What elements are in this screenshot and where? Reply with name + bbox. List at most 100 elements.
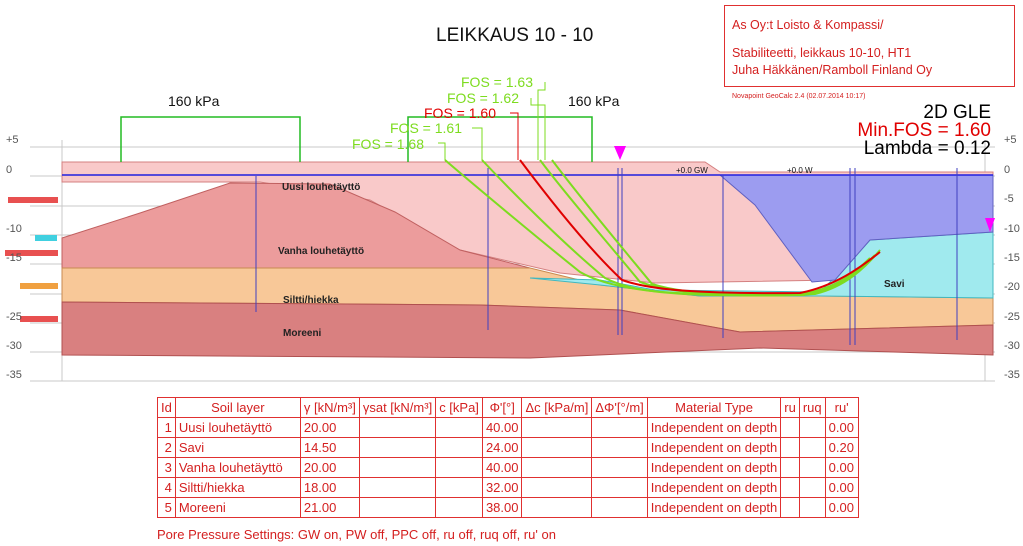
- cell-soil-layer: Uusi louhetäyttö: [174, 417, 301, 438]
- project-info-box: As Oy:t Loisto & Kompassi/ Stabiliteetti…: [724, 5, 1015, 87]
- cell-gammasat: [358, 437, 437, 458]
- cell-ruq: [798, 477, 826, 498]
- table-row: 4 Siltti/hiekka 18.00 32.00 Independent …: [157, 477, 859, 498]
- soil-parameters-table: Id Soil layer γ [kN/m³] γsat [kN/m³] c […: [157, 397, 859, 518]
- cell-ru: [780, 457, 800, 478]
- cell-gammasat: [358, 497, 437, 518]
- cell-ruq: [798, 417, 826, 438]
- min-fos-label: Min.FOS = 1.60: [857, 120, 991, 141]
- tick-left-0: +5: [6, 134, 19, 146]
- table-header-row: Id Soil layer γ [kN/m³] γsat [kN/m³] c […: [157, 397, 859, 418]
- load-label-right: 160 kPa: [568, 93, 620, 109]
- cell-ru: [780, 477, 800, 498]
- cell-ru: [780, 437, 800, 458]
- tick-left-6: -25: [6, 311, 22, 323]
- soil-table-container: Id Soil layer γ [kN/m³] γsat [kN/m³] c […: [157, 397, 859, 518]
- cell-ru-prime: 0.20: [824, 437, 859, 458]
- cell-soil-layer: Moreeni: [174, 497, 301, 518]
- tick-right-6: -25: [1004, 311, 1020, 323]
- layer-label-vanha: Vanha louhetäyttö: [278, 246, 364, 257]
- fos-leaders: [438, 82, 546, 160]
- cell-ru: [780, 497, 800, 518]
- fos-label-1-68: FOS = 1.68: [352, 136, 424, 152]
- cell-gamma: 21.00: [299, 497, 360, 518]
- slip-surface-fos-1-63: [551, 159, 881, 297]
- cell-phi: 38.00: [481, 497, 523, 518]
- cell-id: 2: [157, 437, 176, 458]
- table-header: Id: [157, 397, 176, 418]
- layer-label-savi: Savi: [884, 279, 905, 290]
- table-header: ru: [780, 397, 800, 418]
- boreholes: [255, 168, 958, 345]
- cell-ru: [780, 417, 800, 438]
- cell-dphi: [591, 477, 648, 498]
- author: Juha Häkkänen/Ramboll Finland Oy: [732, 63, 933, 77]
- table-header: ru': [824, 397, 859, 418]
- cell-ruq: [798, 497, 826, 518]
- cell-c: [435, 417, 483, 438]
- cell-c: [435, 497, 483, 518]
- load-label-left: 160 kPa: [168, 93, 220, 109]
- gw-label: +0.0 GW: [676, 166, 708, 175]
- layer-label-siltti: Siltti/hiekka: [283, 295, 339, 306]
- cell-dc: [521, 417, 593, 438]
- cell-gamma: 14.50: [299, 437, 360, 458]
- cell-phi: 40.00: [481, 457, 523, 478]
- cell-id: 4: [157, 477, 176, 498]
- cell-ru-prime: 0.00: [824, 497, 859, 518]
- cell-soil-layer: Savi: [174, 437, 301, 458]
- cell-gammasat: [358, 477, 437, 498]
- tick-left-4: -15: [6, 252, 22, 264]
- results-summary: 2D GLE Min.FOS = 1.60 Lambda = 0.12: [857, 102, 991, 158]
- load-bracket-left: [120, 116, 301, 162]
- cell-ruq: [798, 437, 826, 458]
- table-header: Material Type: [646, 397, 782, 418]
- load-bracket-right: [407, 116, 593, 162]
- table-row: 5 Moreeni 21.00 38.00 Independent on dep…: [157, 497, 859, 518]
- cell-ru-prime: 0.00: [824, 457, 859, 478]
- table-header: ΔΦ'[°/m]: [591, 397, 648, 418]
- cell-material-type: Independent on depth: [646, 497, 782, 518]
- table-header: ruq: [798, 397, 826, 418]
- table-row: 2 Savi 14.50 24.00 Independent on depth …: [157, 437, 859, 458]
- water-label: +0.0 W: [787, 166, 813, 175]
- cell-gammasat: [358, 417, 437, 438]
- pore-pressure-settings: Pore Pressure Settings: GW on, PW off, P…: [157, 527, 556, 542]
- cell-gamma: 20.00: [299, 417, 360, 438]
- cell-ruq: [798, 457, 826, 478]
- cell-phi: 40.00: [481, 417, 523, 438]
- cell-phi: 24.00: [481, 437, 523, 458]
- fos-label-1-61: FOS = 1.61: [390, 120, 462, 136]
- tick-right-0: +5: [1004, 134, 1017, 146]
- water-level-marker: [614, 146, 626, 160]
- fos-label-1-62: FOS = 1.62: [447, 90, 519, 106]
- software-note: Novapoint GeoCalc 2.4 (02.07.2014 10:17): [732, 93, 866, 100]
- tick-right-4: -15: [1004, 252, 1020, 264]
- water-body: [718, 174, 994, 283]
- cell-phi: 32.00: [481, 477, 523, 498]
- cell-dc: [521, 457, 593, 478]
- table-row: 1 Uusi louhetäyttö 20.00 40.00 Independe…: [157, 417, 859, 438]
- cell-gamma: 20.00: [299, 457, 360, 478]
- cell-id: 1: [157, 417, 176, 438]
- layer-label-uusi: Uusi louhetäyttö: [282, 182, 360, 193]
- table-header: γsat [kN/m³]: [358, 397, 437, 418]
- cell-material-type: Independent on depth: [646, 417, 782, 438]
- cell-c: [435, 457, 483, 478]
- table-header: Soil layer: [174, 397, 301, 418]
- cell-id: 5: [157, 497, 176, 518]
- water-level-marker-right: [985, 218, 995, 232]
- tick-left-7: -30: [6, 340, 22, 352]
- method-label: 2D GLE: [923, 102, 991, 123]
- tick-left-3: -10: [6, 223, 22, 235]
- tick-right-1: 0: [1004, 164, 1010, 176]
- cell-id: 3: [157, 457, 176, 478]
- analysis-description: Stabiliteetti, leikkaus 10-10, HT1: [732, 46, 912, 60]
- tick-right-5: -20: [1004, 281, 1020, 293]
- cell-dc: [521, 477, 593, 498]
- tick-right-7: -30: [1004, 340, 1020, 352]
- tick-left-1: 0: [6, 164, 12, 176]
- axis-labels: +5 0 -10 -15 -25 -30 -35 +5 0 -5 -10 -15…: [6, 134, 1020, 381]
- tick-right-8: -35: [1004, 369, 1020, 381]
